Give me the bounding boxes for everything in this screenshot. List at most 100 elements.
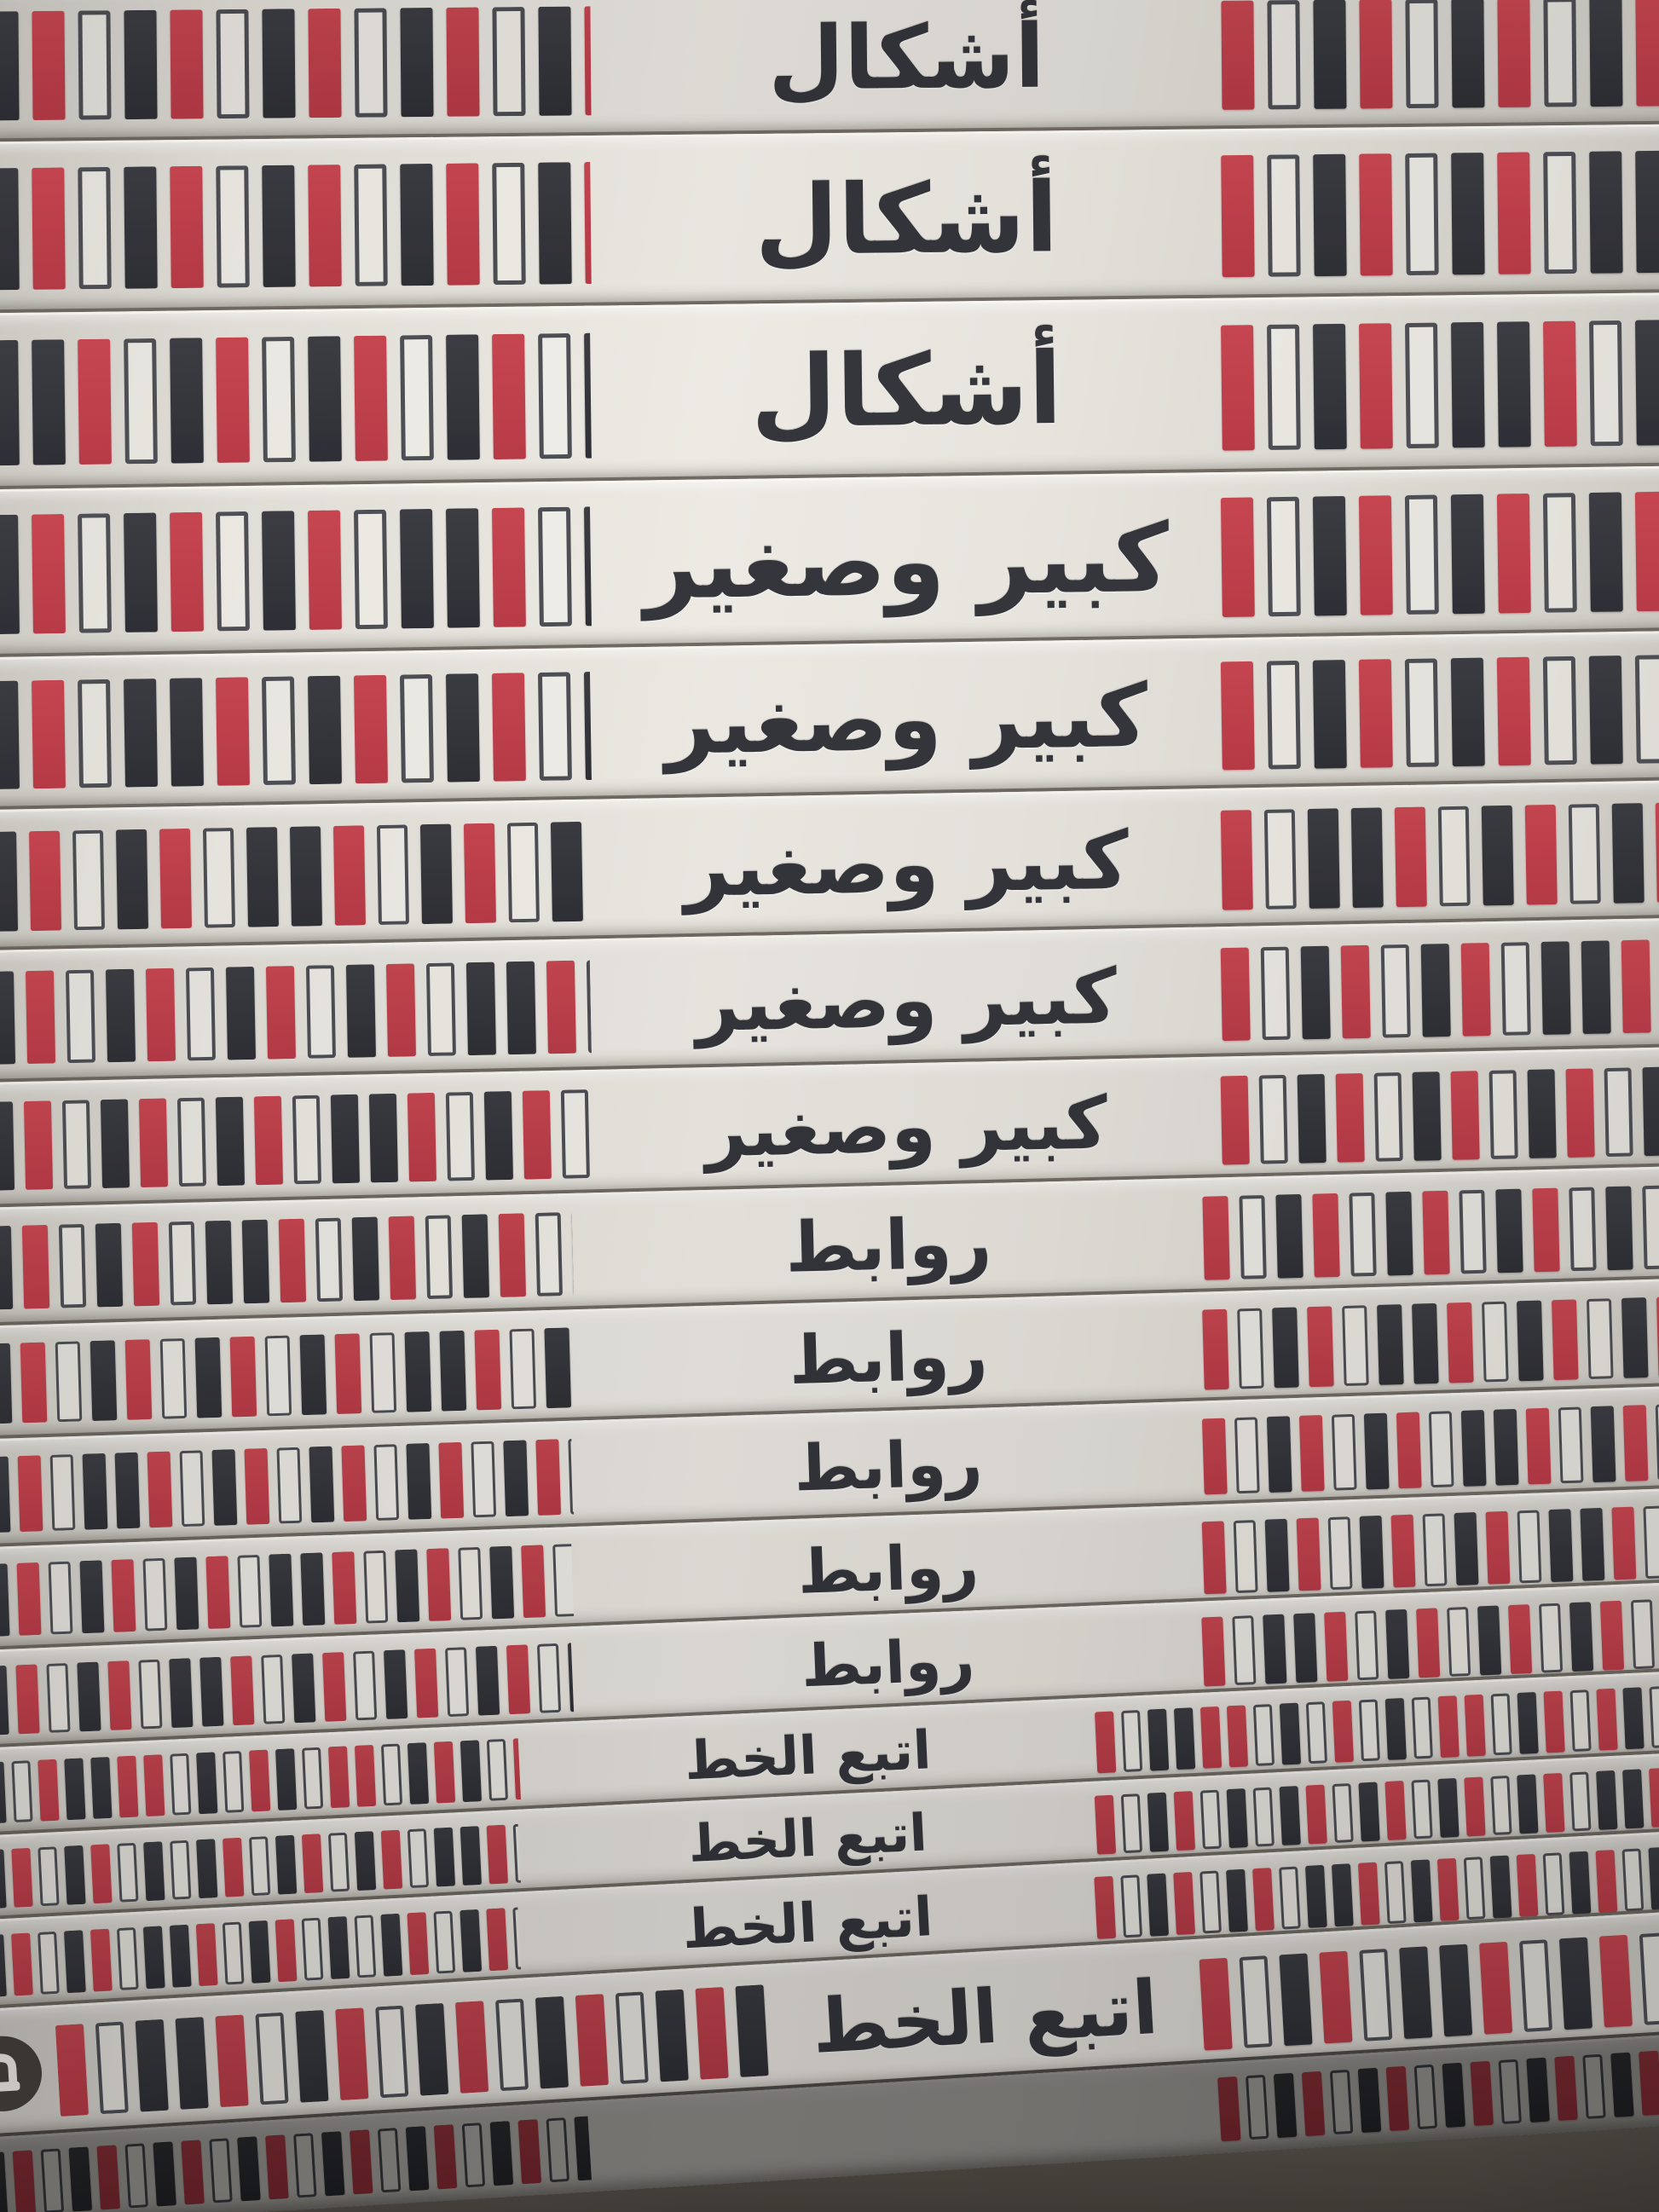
barcode-bar — [95, 2021, 129, 2114]
barcode-bar — [143, 1754, 165, 1817]
barcode-bar — [0, 167, 20, 290]
barcode-bar — [1461, 1409, 1488, 1487]
right-barcode — [1202, 1182, 1659, 1280]
barcode-bar — [124, 512, 158, 632]
barcode-bar — [1221, 809, 1254, 910]
barcode-bar — [265, 2134, 289, 2199]
barcode-bar — [1542, 1851, 1565, 1915]
barcode-bar — [308, 510, 342, 630]
barcode-bar — [216, 165, 250, 288]
barcode-bar — [142, 1557, 168, 1632]
barcode-bar — [64, 1845, 86, 1905]
barcode-bar — [1234, 1519, 1259, 1593]
barcode-bar — [301, 1747, 324, 1810]
barcode-bar — [1221, 497, 1256, 618]
barcode-bar — [100, 1099, 130, 1189]
barcode-bar — [1306, 1701, 1328, 1764]
barcode-bar — [552, 1543, 575, 1617]
spine-title: كبير وصغير — [664, 665, 1149, 775]
barcode-bar — [454, 2000, 489, 2094]
barcode-bar — [327, 1746, 350, 1809]
barcode-bar — [1319, 1950, 1353, 2043]
barcode-bar — [655, 1989, 689, 2082]
barcode-bar — [474, 1329, 502, 1411]
barcode-bar — [1589, 0, 1623, 107]
barcode-bar — [1526, 1407, 1552, 1484]
barcode-bar — [15, 1663, 40, 1734]
right-barcode — [1221, 490, 1659, 618]
barcode-bar — [0, 970, 16, 1065]
barcode-bar — [446, 162, 480, 286]
spine-face: أشكال — [0, 0, 1659, 142]
barcode-bar — [1313, 323, 1348, 449]
barcode-bar — [335, 2007, 369, 2100]
barcode-bar — [1450, 1071, 1481, 1160]
barcode-bar — [265, 965, 296, 1060]
left-barcode — [0, 1211, 575, 1310]
left-barcode — [0, 1089, 592, 1191]
barcode-bar — [292, 1094, 322, 1185]
barcode-bar — [1307, 1306, 1335, 1388]
barcode-bar — [1297, 1073, 1327, 1164]
barcode-bar — [1635, 491, 1659, 612]
barcode-bar — [301, 1917, 324, 1981]
barcode-bar — [506, 1643, 531, 1714]
barcode-bar — [1221, 947, 1251, 1041]
barcode-bar — [23, 1100, 54, 1190]
barcode-bar — [1413, 2064, 1438, 2129]
barcode-bar — [1405, 0, 1439, 108]
barcode-bar — [246, 826, 279, 927]
barcode-bar — [174, 1556, 199, 1630]
barcode-bar — [1279, 1785, 1302, 1845]
barcode-bar — [503, 1439, 529, 1516]
barcode-bar — [489, 1545, 515, 1619]
barcode-bar — [1349, 1192, 1378, 1277]
barcode-bar — [1589, 492, 1624, 612]
spine-title: اتبع الخط — [683, 1718, 933, 1793]
left-barcode — [0, 1543, 575, 1637]
barcode-bar — [199, 1656, 224, 1727]
barcode-bar — [546, 960, 576, 1054]
barcode-bar — [0, 1225, 14, 1310]
barcode-bar — [1611, 1506, 1637, 1580]
barcode-bar — [32, 166, 66, 290]
barcode-bar — [535, 1212, 564, 1297]
barcode-bar — [170, 9, 204, 119]
barcode-bar — [1479, 1941, 1513, 2035]
barcode-bar — [517, 2118, 542, 2184]
barcode-bar — [1639, 2050, 1659, 2116]
barcode-bar — [498, 1213, 527, 1297]
barcode-bar — [426, 1547, 452, 1621]
barcode-bar — [1302, 2071, 1326, 2136]
barcode-bar — [1147, 1792, 1170, 1852]
barcode-bar — [1147, 1708, 1170, 1771]
barcode-bar — [124, 338, 158, 464]
spine-title: كبير وصغير — [704, 1080, 1108, 1174]
spine-title: كبير وصغير — [683, 814, 1130, 915]
barcode-bar — [1631, 1598, 1656, 1669]
publisher-logo — [0, 2030, 47, 2117]
barcode-bar — [38, 1759, 60, 1822]
barcode-bar — [17, 1454, 43, 1532]
barcode-bar — [438, 1441, 465, 1519]
barcode-bar — [131, 1222, 160, 1307]
barcode-bar — [1226, 1788, 1249, 1848]
barcode-bar — [406, 1442, 432, 1520]
barcode-bar — [55, 2023, 89, 2117]
barcode-bar — [1422, 1190, 1451, 1275]
barcode-bar — [492, 333, 526, 459]
barcode-bar — [216, 9, 250, 119]
barcode-bar — [0, 11, 20, 121]
barcode-bar — [1565, 1068, 1596, 1158]
barcode-bar — [145, 967, 176, 1061]
barcode-bar — [1540, 940, 1572, 1035]
barcode-bar — [1459, 1189, 1488, 1274]
barcode-bar — [72, 829, 106, 930]
right-barcode — [1202, 1501, 1659, 1594]
barcode-bar — [1569, 803, 1602, 904]
barcode-bar — [107, 1660, 132, 1730]
barcode-bar — [521, 1544, 546, 1618]
barcode-bar — [1359, 322, 1394, 449]
barcode-bar — [395, 1548, 420, 1622]
